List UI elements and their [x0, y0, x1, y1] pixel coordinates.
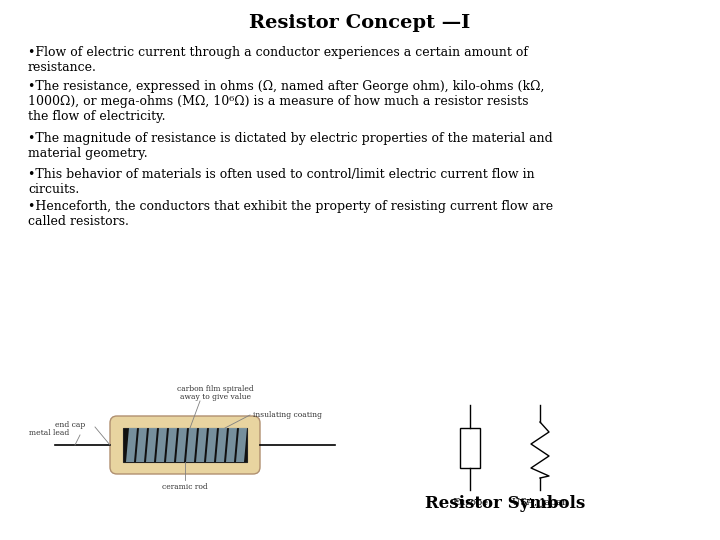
Polygon shape [176, 428, 187, 462]
Text: Resistor Concept —I: Resistor Concept —I [249, 14, 471, 32]
Polygon shape [136, 428, 147, 462]
Text: the flow of electricity.: the flow of electricity. [28, 110, 166, 123]
Polygon shape [206, 428, 217, 462]
Polygon shape [216, 428, 227, 462]
Text: metal lead: metal lead [29, 429, 69, 437]
Text: •Flow of electric current through a conductor experiences a certain amount of: •Flow of electric current through a cond… [28, 46, 528, 59]
Text: •Henceforth, the conductors that exhibit the property of resisting current flow : •Henceforth, the conductors that exhibit… [28, 200, 553, 213]
Text: end cap: end cap [55, 421, 85, 429]
Text: insulating coating: insulating coating [253, 411, 322, 419]
Polygon shape [156, 428, 167, 462]
Text: circuits.: circuits. [28, 183, 79, 196]
Text: called resistors.: called resistors. [28, 215, 129, 228]
Text: Resistor Symbols: Resistor Symbols [425, 495, 585, 512]
Text: away to give value: away to give value [179, 393, 251, 401]
Polygon shape [126, 428, 137, 462]
Text: •The resistance, expressed in ohms (Ω, named after George ohm), kilo-ohms (kΩ,: •The resistance, expressed in ohms (Ω, n… [28, 80, 544, 93]
Polygon shape [226, 428, 237, 462]
FancyBboxPatch shape [110, 416, 260, 474]
Polygon shape [146, 428, 157, 462]
Text: •The magnitude of resistance is dictated by electric properties of the material : •The magnitude of resistance is dictated… [28, 132, 553, 145]
Text: carbon film spiraled: carbon film spiraled [176, 385, 253, 393]
Text: resistance.: resistance. [28, 61, 97, 74]
Text: •This behavior of materials is often used to control/limit electric current flow: •This behavior of materials is often use… [28, 168, 535, 181]
Polygon shape [186, 428, 197, 462]
Text: Europe: Europe [452, 498, 488, 507]
Bar [460, 428, 480, 468]
Polygon shape [236, 428, 247, 462]
Polygon shape [166, 428, 177, 462]
Text: USA, Japan: USA, Japan [512, 498, 568, 507]
Bar [123, 428, 247, 462]
Text: 1000Ω), or mega-ohms (MΩ, 10⁶Ω) is a measure of how much a resistor resists: 1000Ω), or mega-ohms (MΩ, 10⁶Ω) is a mea… [28, 95, 528, 108]
Polygon shape [196, 428, 207, 462]
Text: ceramic rod: ceramic rod [162, 483, 208, 491]
Text: material geometry.: material geometry. [28, 147, 148, 160]
